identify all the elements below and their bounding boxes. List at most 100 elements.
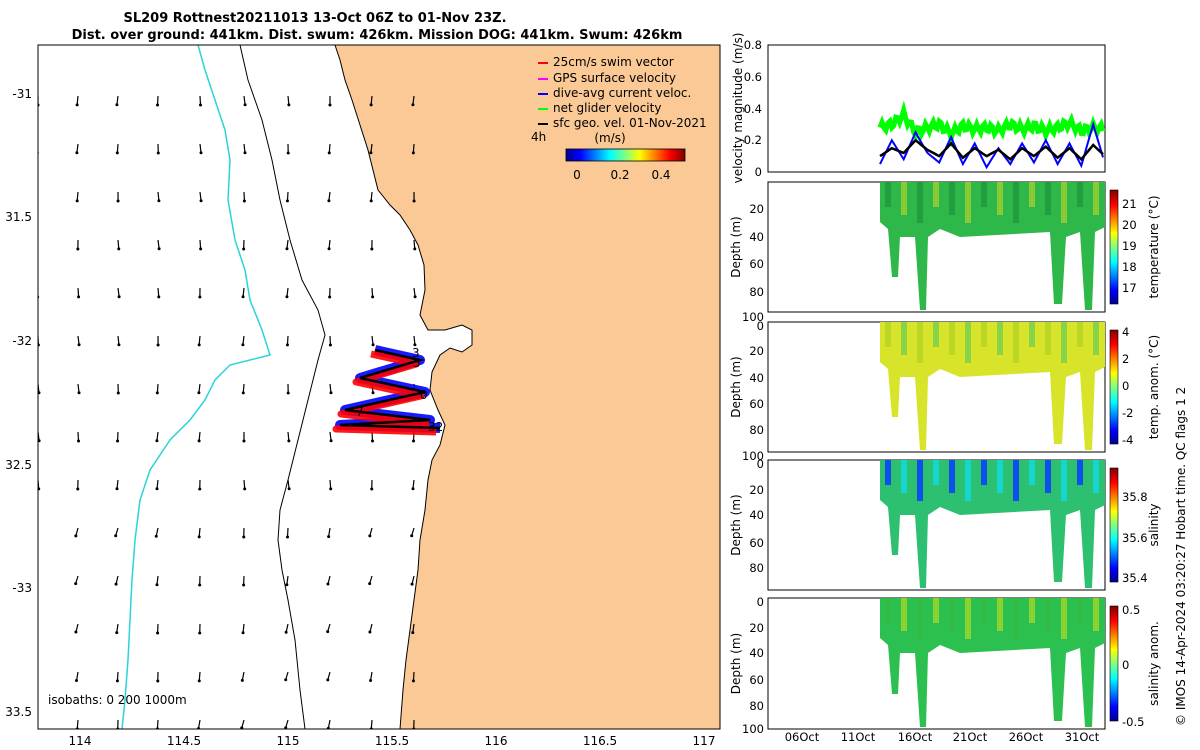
profile-band [981, 322, 987, 347]
time-tick: 21Oct [953, 730, 988, 744]
map-x-tick: 116.5 [583, 734, 617, 748]
vel-y-tick: 0.4 [744, 102, 762, 116]
surface-arrow-head [411, 151, 415, 155]
profile-y-tick: 80 [749, 561, 764, 575]
isobaths-label: isobaths: 0 200 1000m [48, 693, 187, 707]
surface-arrow-head [117, 295, 121, 299]
profile-colorbar-tick: 35.8 [1122, 490, 1148, 504]
vel-y-tick: 0 [755, 165, 762, 179]
profile-band [917, 598, 923, 639]
surface-arrow-head [114, 534, 118, 538]
profile-colorbar [1109, 329, 1119, 445]
map-y-tick: -32 [12, 334, 32, 348]
profile-y-tick: 80 [749, 423, 764, 437]
time-tick: 31Oct [1065, 730, 1100, 744]
surface-arrow-head [285, 199, 289, 203]
surface-arrow-head [115, 631, 119, 635]
profile-y-tick: 20 [749, 344, 764, 358]
profile-band [1061, 460, 1067, 501]
map-y-tick: -33 [12, 581, 32, 595]
surface-arrow-head [75, 151, 79, 155]
profile-y-tick: 0 [757, 319, 764, 333]
profile-y-tick: 20 [749, 621, 764, 635]
surface-arrow-head [284, 726, 288, 729]
surface-arrow-head [116, 199, 120, 203]
surface-arrow-head [329, 391, 333, 395]
velocity-panel: 0 0.2 0.4 0.6 0.8 velocity magnitude (m/… [731, 33, 1106, 183]
surface-arrow-head [197, 535, 201, 539]
surface-arrow-head [74, 630, 78, 634]
profile-band [965, 460, 971, 501]
profile-band [1077, 182, 1083, 207]
profile-colorbar-tick: 0 [1122, 658, 1129, 672]
profile-cbar-label: salinity anom. [1147, 621, 1161, 706]
surface-arrow-head [285, 295, 289, 299]
surface-arrow-head [75, 103, 79, 107]
track-swim-vectors [332, 350, 437, 436]
surface-arrow-head [412, 439, 416, 443]
surface-arrow-head [198, 103, 202, 107]
surface-arrow-head [155, 487, 159, 491]
profile-ylabel: Depth (m) [729, 356, 743, 417]
profile-band [933, 182, 939, 207]
surface-arrow-head [410, 534, 414, 538]
glider-track: 35 0 7 32 [332, 345, 443, 436]
surface-arrow-head [326, 630, 330, 634]
surface-arrow-head [284, 678, 288, 682]
surface-arrow-head [155, 391, 159, 395]
profile-band [1093, 182, 1099, 215]
surface-arrow-head [412, 199, 416, 203]
surface-arrow-head [413, 343, 417, 347]
surface-arrow-head [411, 631, 415, 635]
time-step-label: 4h [531, 130, 546, 144]
surface-arrow-head [34, 678, 37, 681]
surface-arrow-head [199, 199, 203, 203]
legend-dive-avg-current: dive-avg current veloc. [553, 86, 691, 100]
vel-y-tick: 0.8 [744, 38, 762, 52]
profile-band [1013, 460, 1019, 501]
surface-arrow-head [242, 247, 246, 251]
surface-arrow-head [115, 103, 119, 107]
profile-ylabel: Depth (m) [729, 216, 743, 277]
surface-arrow-head [368, 534, 372, 538]
surface-arrow-head [241, 391, 245, 395]
profile-band [1029, 182, 1035, 207]
surface-arrow-head [413, 247, 417, 251]
profile-cbar-label: temp. anom. (°C) [1147, 335, 1161, 439]
map-x-tick: 114.5 [167, 734, 201, 748]
profile-colorbar-tick: 18 [1122, 260, 1137, 274]
profile-band [1029, 322, 1035, 347]
profile-colorbar-tick: 2 [1122, 352, 1129, 366]
profile-colorbar [1109, 189, 1119, 305]
velocity-series [877, 100, 1106, 170]
surface-arrow-head [242, 535, 246, 539]
surface-arrow-head [197, 343, 201, 347]
surface-arrow-head [240, 678, 244, 682]
surface-arrow-head [326, 678, 330, 682]
surface-arrow-head [35, 727, 38, 730]
surface-arrow-head [157, 247, 161, 251]
profile-band [997, 460, 1003, 493]
profile-band [917, 182, 923, 223]
profile-y-tick: 100 [742, 722, 764, 736]
series-net-glider-velocity [877, 100, 1106, 148]
profile-panel-4: 0.5 0 -0.5 0 20 40 60 80 100 Depth (m) salinity an… [729, 595, 1161, 736]
surface-arrow-head [371, 439, 375, 443]
profile-cbar-label: salinity [1147, 503, 1161, 546]
profile-band [965, 322, 971, 363]
profile-band [981, 460, 987, 485]
isobath-1000m [121, 45, 271, 729]
colorbar-tick: 0.2 [610, 168, 629, 182]
profile-band [1045, 322, 1051, 355]
coastline [334, 45, 473, 729]
surface-arrow-head [369, 151, 373, 155]
profile-y-tick: 0 [757, 457, 764, 471]
isobath-200m [239, 45, 326, 729]
surface-arrow-head [411, 103, 415, 107]
track-label: 7 [356, 405, 364, 419]
surface-arrow-head [157, 199, 161, 203]
profile-y-tick: 20 [749, 483, 764, 497]
map-y-tick: 33.5 [5, 705, 32, 719]
surface-arrow-head [328, 295, 332, 299]
